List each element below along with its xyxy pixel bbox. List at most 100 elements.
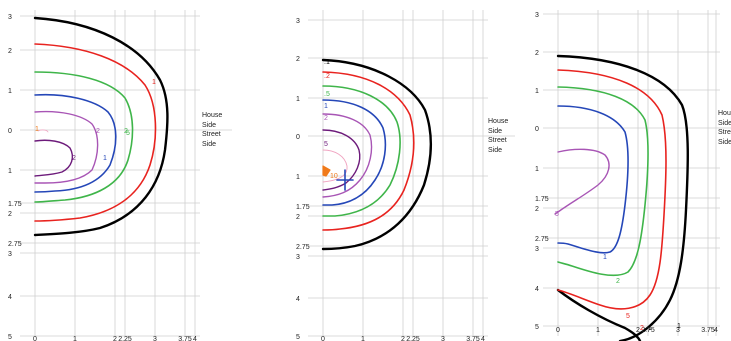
panel-2 bbox=[308, 10, 515, 337]
contour-purple bbox=[34, 139, 74, 177]
panel-2-x-tick: 1 bbox=[361, 336, 365, 341]
contour-red bbox=[34, 43, 157, 222]
panel-3-y-tick: 4 bbox=[535, 286, 539, 293]
contour-pink bbox=[322, 149, 348, 183]
panel-2-contour-label: .2 bbox=[324, 73, 330, 80]
panel-1-contour-label: 1 bbox=[152, 79, 156, 86]
panel-3-side-label: Side bbox=[718, 139, 731, 146]
panel-3-x-tick: 3 bbox=[676, 327, 680, 334]
panel-2-x-tick: 0 bbox=[321, 336, 325, 341]
panel-1-y-tick: 1 bbox=[8, 168, 12, 175]
panel-2-contour-label: 2 bbox=[324, 115, 328, 122]
panel-1-y-tick: 1 bbox=[8, 88, 12, 95]
panel-1-y-tick: 2.75 bbox=[8, 241, 22, 248]
panel-3-y-tick: 2.75 bbox=[535, 236, 549, 243]
contour-orange bbox=[322, 165, 331, 177]
panel-2-x-tick: 2.25 bbox=[406, 336, 420, 341]
contour-black bbox=[556, 54, 689, 341]
panel-1-contour-label: 1 bbox=[103, 155, 107, 162]
panel-1-side-label: House bbox=[202, 112, 222, 119]
panel-3-y-tick: 3 bbox=[535, 246, 539, 253]
panel-3-y-tick: 3 bbox=[535, 12, 539, 19]
panel-1-side-label: Side bbox=[202, 122, 216, 129]
panel-2-x-tick: 4 bbox=[481, 336, 485, 341]
panel-2-x-tick: 3 bbox=[441, 336, 445, 341]
panel-2-y-tick: 0 bbox=[296, 134, 300, 141]
panel-2-contour-label: 10 bbox=[330, 173, 338, 180]
contour-magenta bbox=[557, 148, 610, 213]
panel-1 bbox=[20, 10, 232, 337]
panel-1-x-tick: 1 bbox=[73, 336, 77, 341]
panel-1-x-tick: 3 bbox=[153, 336, 157, 341]
contour-blue bbox=[557, 105, 629, 254]
panel-3-x-tick: 2 bbox=[636, 327, 640, 334]
panel-2-y-tick: 5 bbox=[296, 334, 300, 341]
panel-2-y-tick: 1 bbox=[296, 96, 300, 103]
panel-1-y-tick: 3 bbox=[8, 14, 12, 21]
panel-3-contours bbox=[554, 54, 689, 341]
panel-1-y-tick: 2 bbox=[8, 211, 12, 218]
contour-black bbox=[33, 16, 169, 237]
panel-3-y-tick: 2 bbox=[535, 206, 539, 213]
panel-1-y-tick: 0 bbox=[8, 128, 12, 135]
panel-2-contour-label: 5 bbox=[324, 141, 328, 148]
panel-2-side-label: Street bbox=[488, 137, 507, 144]
panel-2-grid bbox=[308, 10, 515, 337]
panel-3-contour-label: 5 bbox=[626, 313, 630, 320]
panel-2-y-tick: 3 bbox=[296, 18, 300, 25]
panel-1-y-tick: 2 bbox=[8, 48, 12, 55]
panel-2-y-tick: 1 bbox=[296, 174, 300, 181]
panel-3-contour-label: 5 bbox=[555, 211, 559, 218]
contour-magenta bbox=[34, 110, 99, 184]
panel-3-contour-label: 1 bbox=[603, 254, 607, 261]
panel-1-x-tick: 3.75 bbox=[178, 336, 192, 341]
panel-3-x-tick: 4 bbox=[714, 327, 718, 334]
panel-1-contour-label: 2 bbox=[72, 155, 76, 162]
panel-3-x-tick: 3.75 bbox=[701, 327, 715, 334]
panel-1-x-tick: 2 bbox=[113, 336, 117, 341]
contour-green bbox=[34, 71, 134, 203]
panel-3-contour-label: 1 bbox=[648, 325, 652, 332]
panel-3-grid bbox=[543, 10, 731, 336]
panel-3-y-tick: 1.75 bbox=[535, 196, 549, 203]
panel-3-side-label: Street bbox=[718, 129, 731, 136]
panel-3-y-tick: 2 bbox=[535, 50, 539, 57]
panel-2-x-tick: 3.75 bbox=[466, 336, 480, 341]
contour-green bbox=[322, 85, 401, 217]
panel-2-y-tick: 4 bbox=[296, 296, 300, 303]
panel-2-contours bbox=[321, 58, 433, 251]
contour-magenta-tail bbox=[554, 211, 559, 215]
contour-green bbox=[557, 86, 649, 277]
panel-1-x-tick: 2.25 bbox=[118, 336, 132, 341]
contour-red bbox=[322, 71, 415, 231]
panel-3-side-label: Side bbox=[718, 120, 731, 127]
panel-2-side-label: House bbox=[488, 118, 508, 125]
panel-2-y-tick: 2.75 bbox=[296, 244, 310, 251]
panel-2-side-label: Side bbox=[488, 147, 502, 154]
panel-2-side-label: Side bbox=[488, 128, 502, 135]
panel-3 bbox=[543, 10, 731, 341]
panel-1-contour-label: 2 bbox=[96, 128, 100, 135]
panel-3-contour-label: 2 bbox=[640, 325, 644, 332]
contour-blue bbox=[322, 99, 387, 206]
panel-1-y-tick: 4 bbox=[8, 294, 12, 301]
panel-2-contour-label: 1 bbox=[324, 103, 328, 110]
panel-1-contour-label: 5 bbox=[126, 130, 130, 137]
panel-3-x-tick: 2.75 bbox=[641, 327, 655, 334]
contour-black bbox=[321, 58, 433, 251]
panel-1-y-tick: 3 bbox=[8, 251, 12, 258]
panel-2-y-tick: 2 bbox=[296, 214, 300, 221]
panel-2-y-tick: 2 bbox=[296, 56, 300, 63]
panel-1-x-tick: 4 bbox=[193, 336, 197, 341]
contour-black-bottom bbox=[556, 288, 642, 341]
panel-3-y-tick: 1 bbox=[535, 166, 539, 173]
panel-3-x-tick: 0 bbox=[556, 327, 560, 334]
panel-1-grid bbox=[20, 10, 232, 337]
panel-3-side-label: House bbox=[718, 110, 731, 117]
panel-3-x-tick: 1 bbox=[596, 327, 600, 334]
panel-1-contour-label: 1 bbox=[35, 126, 39, 133]
panel-3-contour-label: 1 bbox=[677, 323, 681, 330]
panel-2-y-tick: 1.75 bbox=[296, 204, 310, 211]
panel-3-y-tick: 0 bbox=[535, 126, 539, 133]
